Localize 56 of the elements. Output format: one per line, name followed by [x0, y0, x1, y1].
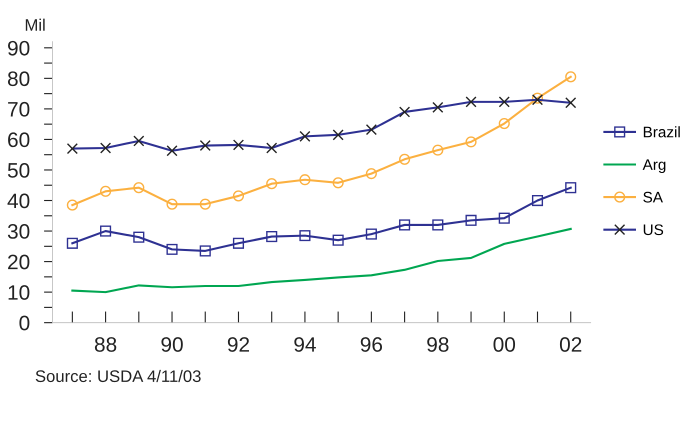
- point: [366, 228, 377, 240]
- point: [498, 118, 510, 130]
- y-tick-label: 10: [8, 285, 30, 300]
- point: [532, 194, 544, 206]
- point: [399, 219, 410, 230]
- y-tick-label: 20: [8, 254, 30, 270]
- legend-label: SA: [643, 192, 663, 203]
- point: [498, 212, 510, 224]
- y-tick-label: 90: [8, 40, 30, 56]
- x-tick-label: 92: [228, 337, 250, 352]
- point: [366, 168, 377, 180]
- point: [432, 219, 444, 230]
- point: [100, 225, 112, 237]
- x-tick-label: 88: [94, 337, 116, 352]
- point: [565, 182, 576, 194]
- x-tick-label: 02: [560, 337, 582, 352]
- x-tick-label: 96: [360, 337, 382, 352]
- point: [332, 234, 344, 246]
- y-axis-title: Mil: [26, 18, 45, 31]
- point: [399, 154, 410, 165]
- point: [166, 198, 178, 210]
- point: [432, 144, 444, 156]
- point: [299, 230, 310, 242]
- x-tick-label: 00: [494, 337, 516, 352]
- point: [465, 136, 477, 148]
- y-tick-label: 80: [8, 71, 30, 86]
- point: [166, 244, 178, 255]
- x-tick-label: 94: [294, 337, 316, 352]
- point: [332, 177, 344, 188]
- line-series: [71, 228, 572, 294]
- point: [565, 71, 576, 82]
- legend-label: Brazil: [644, 126, 680, 138]
- point: [200, 245, 211, 256]
- legend-label: US: [644, 224, 664, 236]
- point: [200, 198, 211, 210]
- point: [232, 190, 244, 202]
- point: [266, 178, 278, 190]
- y-tick-label: 70: [8, 102, 30, 117]
- x-tick-label: 98: [427, 337, 449, 352]
- point: [133, 182, 144, 194]
- point: [66, 238, 78, 249]
- point: [465, 214, 477, 226]
- point: [66, 200, 78, 211]
- point: [232, 238, 244, 249]
- y-tick-label: 60: [8, 132, 30, 148]
- point: [133, 232, 144, 243]
- source-note: Source: USDA 4/11/03: [36, 370, 201, 382]
- point: [266, 230, 278, 242]
- x-tick-label: 90: [161, 337, 183, 352]
- y-tick-label: 40: [8, 194, 30, 208]
- y-tick-label: 50: [8, 162, 30, 178]
- legend-label: Arg: [642, 159, 666, 174]
- y-tick-label: 0: [19, 316, 30, 330]
- point: [299, 174, 310, 186]
- point: [100, 186, 112, 197]
- y-tick-label: 30: [8, 224, 30, 239]
